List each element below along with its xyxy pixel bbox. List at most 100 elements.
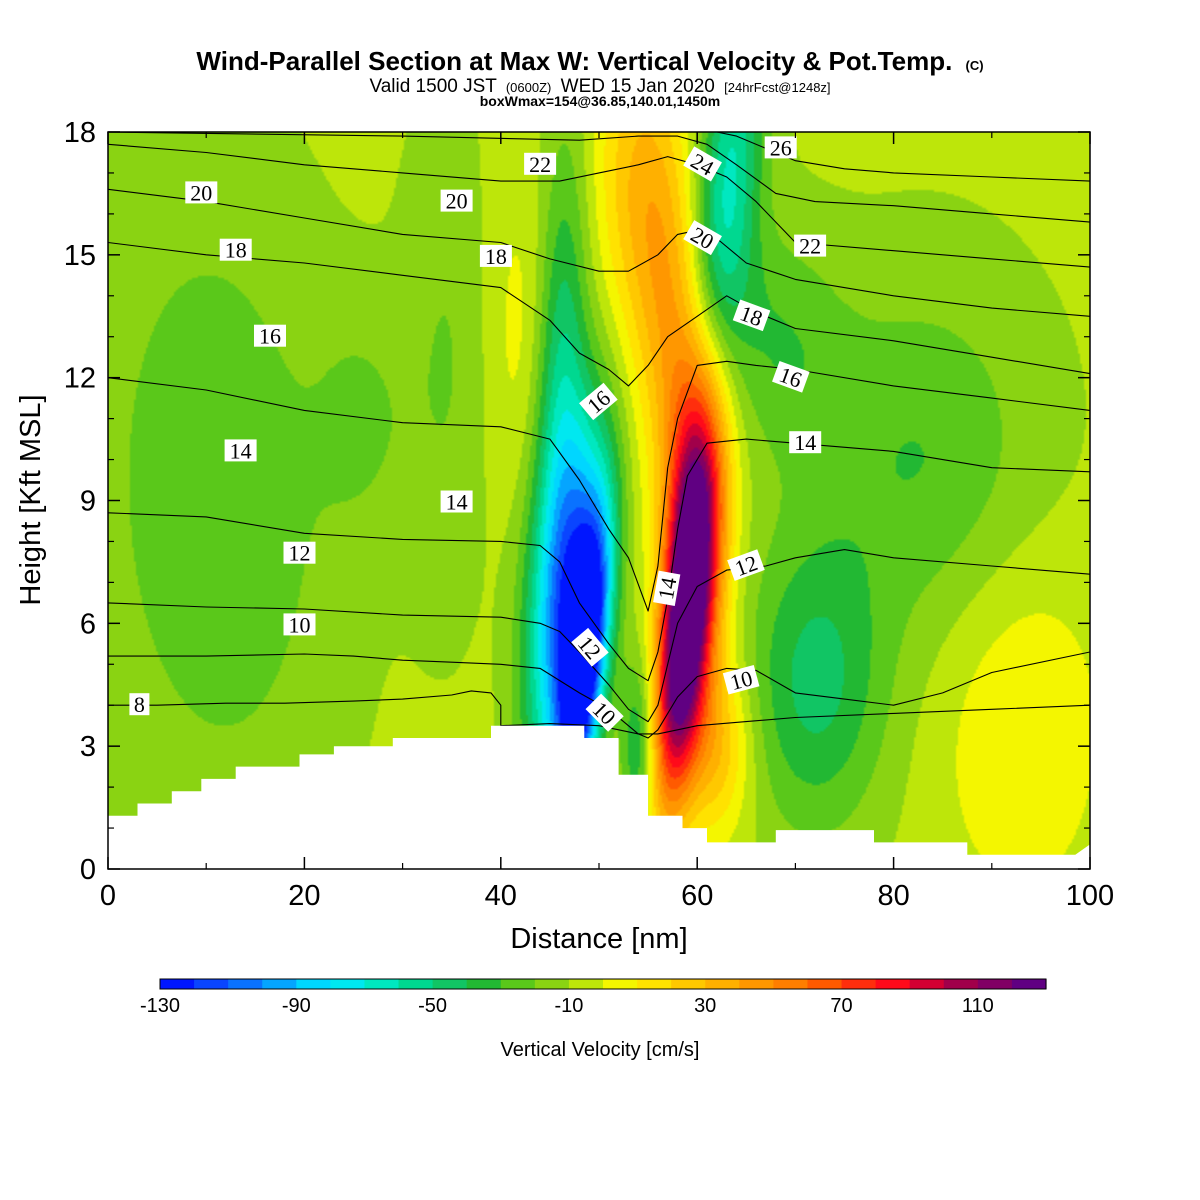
colorbar-swatch [705,979,740,989]
colorbar-swatch [364,979,400,989]
contour-label: 20 [440,189,473,214]
contour-label-box [283,541,316,564]
valid-time-z: (0600Z) [506,80,552,95]
contour-label: 26 [764,135,797,160]
box-wmax-info: boxWmax=154@36.85,140.01,1450m [480,93,721,109]
contour-label-text: 18 [225,238,247,263]
contour-label-box [254,324,286,347]
colorbar-tick-label: -10 [554,995,583,1017]
contour-label-text: 14 [794,430,816,455]
x-tick-label: 40 [485,880,517,912]
colorbar-swatch [773,979,809,989]
contour-label-text: 18 [485,244,507,269]
contour-label-box [794,234,827,257]
contour-label: 16 [254,324,286,349]
theta-contour-26 [716,132,1090,182]
contour-label-box [579,382,618,421]
contour-label-text: 8 [134,692,145,717]
theta-contour-12 [108,549,1090,723]
x-tick-label: 0 [100,880,116,912]
theta-contours [108,132,1090,739]
colorbar-swatch [330,979,366,989]
colorbar-tick-label: 110 [962,995,994,1017]
chart-title: Wind-Parallel Section at Max W: Vertical… [196,46,952,76]
y-tick-label: 18 [64,117,96,149]
colorbar-swatch [160,979,195,989]
colorbar-tick-label: 30 [694,995,716,1017]
theta-contour-10 [108,651,1090,739]
colorbar-label: Vertical Velocity [cm/s] [501,1039,700,1061]
x-tick-label: 100 [1066,880,1114,912]
colorbar-tick-label: 70 [830,995,852,1017]
colorbar-swatch [943,979,979,989]
colorbar-swatch [603,979,638,989]
valid-date: WED 15 Jan 2020 [561,76,715,97]
contour-label-text: 14 [230,438,252,463]
y-tick-label: 9 [80,486,96,518]
colorbar-tick-label: -90 [282,995,311,1017]
contour-label-text: 16 [259,324,281,349]
terrain-mask [108,725,1090,869]
y-tick-label: 12 [64,363,96,395]
contour-label-box [219,238,252,261]
theta-contour-18 [108,241,1090,387]
colorbar-swatch [228,979,263,989]
colorbar: -130 -90 -50 -10 30 70 110 [140,978,1047,1017]
x-tick-label: 80 [877,880,909,912]
y-tick-label: 0 [80,854,96,886]
colorbar-swatch [875,979,911,989]
contour-label-text: 22 [799,234,821,259]
colorbar-swatch [637,979,672,989]
contour-label: 12 [283,541,316,566]
theta-contour-22 [108,143,1090,268]
contour-label: 14 [653,570,681,606]
y-tick-label: 3 [80,731,96,763]
contour-label-box [440,490,473,513]
contour-label-box [722,664,760,695]
theta-contour-24 [108,132,1090,223]
contour-label-box [789,431,822,454]
contour-label-text: 12 [289,541,311,566]
x-tick-label: 60 [681,880,713,912]
contour-label: 14 [440,490,473,515]
colorbar-swatch [568,979,604,989]
colorbar-swatch [977,979,1013,989]
y-tick-label: 6 [80,608,96,640]
colorbar-swatch [194,979,229,989]
contour-label-box [772,360,810,393]
colorbar-swatch [500,979,536,989]
contour-label-text: 26 [770,135,792,160]
contour-label-text: 22 [529,152,551,177]
contour-label-text: 14 [446,490,468,515]
contour-label-box [224,439,257,462]
colorbar-swatch [909,979,945,989]
theta-contour-8 [108,690,1090,735]
colorbar-swatch [671,979,706,989]
svg-text:Wind-Parallel Section at Max W: Wind-Parallel Section at Max W: Vertical… [196,46,983,76]
colorbar-swatch [1011,979,1047,989]
contour-label: 18 [732,299,771,331]
contour-label-box [524,152,557,175]
colorbar-swatch [841,979,877,989]
theta-contour-20 [108,188,1090,317]
y-axis-label: Height [Kft MSL] [15,394,47,605]
contour-label-text: 14 [653,575,681,601]
valid-time: Valid 1500 JST [369,76,497,97]
theta-contour-14 [108,438,1090,682]
colorbar-swatch [432,979,468,989]
contour-label-box [185,181,218,204]
colorbar-tick-label: -130 [140,995,180,1017]
colorbar-swatch [398,979,434,989]
copyright-mark: (C) [966,58,984,73]
contour-label: 10 [283,612,316,637]
contour-label: 20 [185,180,218,205]
colorbar-swatch [534,979,570,989]
contour-label-box [727,549,765,581]
colorbar-frame [159,978,1047,990]
contour-label-box [653,570,681,606]
contour-label: 14 [789,430,822,455]
colorbar-swatch [296,979,331,989]
contour-label-box [571,627,609,667]
colorbar-swatch [466,979,502,989]
